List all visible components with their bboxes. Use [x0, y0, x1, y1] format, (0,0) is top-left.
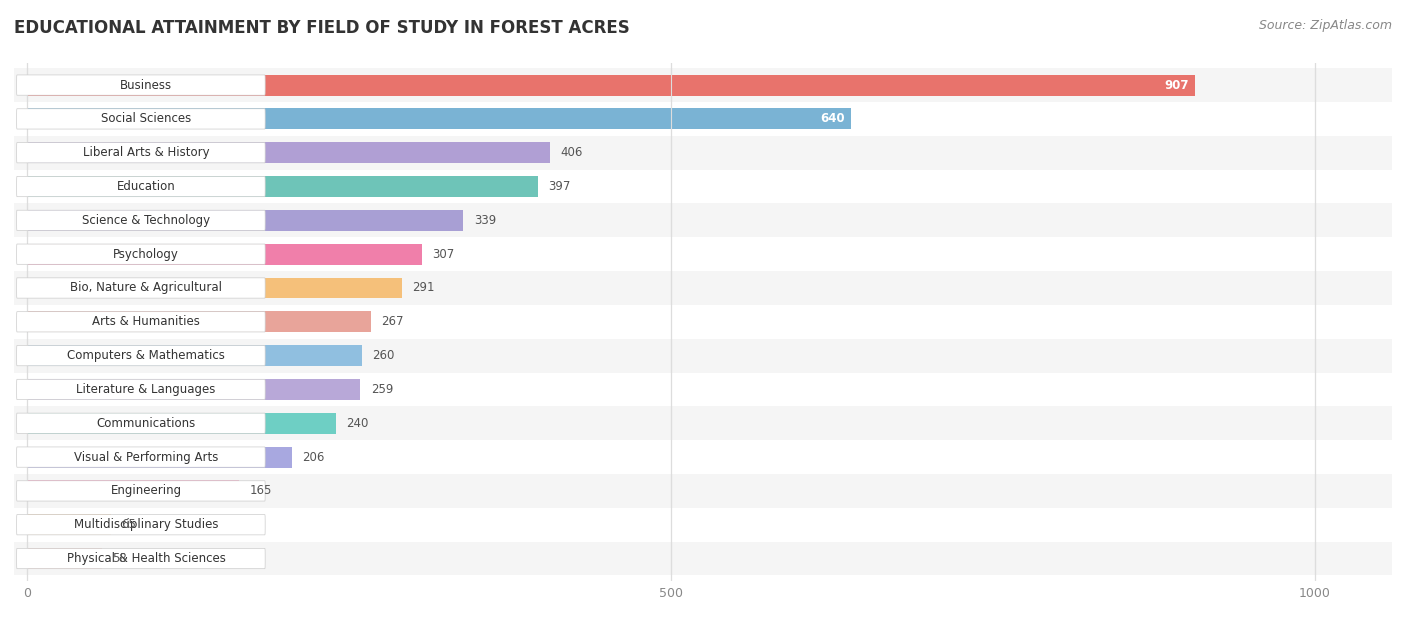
Text: 406: 406	[560, 146, 582, 159]
Text: Engineering: Engineering	[111, 485, 181, 497]
FancyBboxPatch shape	[17, 109, 266, 129]
Text: 397: 397	[548, 180, 571, 193]
Bar	[27, 514, 111, 535]
Text: 165: 165	[250, 485, 273, 497]
FancyBboxPatch shape	[17, 143, 266, 163]
Bar	[14, 508, 1392, 541]
Bar	[27, 244, 422, 264]
Text: 259: 259	[371, 383, 394, 396]
Text: Science & Technology: Science & Technology	[82, 214, 209, 227]
Text: Computers & Mathematics: Computers & Mathematics	[67, 349, 225, 362]
Text: 260: 260	[373, 349, 395, 362]
Text: Psychology: Psychology	[112, 248, 179, 261]
Bar	[27, 74, 1195, 95]
Bar	[27, 379, 360, 400]
Bar	[27, 345, 361, 366]
Bar	[14, 136, 1392, 170]
Text: Communications: Communications	[97, 416, 195, 430]
Bar	[14, 68, 1392, 102]
Bar	[14, 440, 1392, 474]
Bar	[14, 406, 1392, 440]
Bar	[27, 109, 851, 129]
Text: 65: 65	[121, 518, 136, 531]
Text: 267: 267	[381, 316, 404, 328]
FancyBboxPatch shape	[17, 75, 266, 95]
Text: Social Sciences: Social Sciences	[101, 112, 191, 126]
Bar	[14, 203, 1392, 237]
Text: Literature & Languages: Literature & Languages	[76, 383, 215, 396]
FancyBboxPatch shape	[17, 210, 266, 230]
Bar	[14, 474, 1392, 508]
Bar	[27, 447, 292, 468]
Text: EDUCATIONAL ATTAINMENT BY FIELD OF STUDY IN FOREST ACRES: EDUCATIONAL ATTAINMENT BY FIELD OF STUDY…	[14, 19, 630, 37]
Text: Bio, Nature & Agricultural: Bio, Nature & Agricultural	[70, 281, 222, 295]
Bar	[14, 271, 1392, 305]
FancyBboxPatch shape	[17, 244, 266, 264]
Bar	[27, 278, 402, 298]
FancyBboxPatch shape	[17, 548, 266, 569]
Bar	[14, 305, 1392, 339]
FancyBboxPatch shape	[17, 481, 266, 501]
Bar	[27, 210, 464, 231]
Bar	[14, 237, 1392, 271]
Text: 240: 240	[346, 416, 368, 430]
FancyBboxPatch shape	[17, 413, 266, 433]
FancyBboxPatch shape	[17, 379, 266, 399]
FancyBboxPatch shape	[17, 278, 266, 298]
FancyBboxPatch shape	[17, 346, 266, 366]
Bar	[27, 176, 538, 197]
Bar	[14, 339, 1392, 372]
Text: Visual & Performing Arts: Visual & Performing Arts	[75, 451, 218, 464]
FancyBboxPatch shape	[17, 177, 266, 197]
Text: Multidisciplinary Studies: Multidisciplinary Studies	[73, 518, 218, 531]
Bar	[27, 142, 550, 163]
Text: Source: ZipAtlas.com: Source: ZipAtlas.com	[1258, 19, 1392, 32]
Bar	[27, 311, 371, 333]
Bar	[14, 170, 1392, 203]
Bar	[14, 541, 1392, 575]
Bar	[27, 480, 239, 502]
FancyBboxPatch shape	[17, 447, 266, 467]
Text: 58: 58	[112, 552, 127, 565]
Bar	[14, 372, 1392, 406]
Text: 291: 291	[412, 281, 434, 295]
FancyBboxPatch shape	[17, 312, 266, 332]
Text: Education: Education	[117, 180, 176, 193]
Text: Arts & Humanities: Arts & Humanities	[93, 316, 200, 328]
Text: 307: 307	[433, 248, 454, 261]
FancyBboxPatch shape	[17, 514, 266, 535]
Bar	[14, 102, 1392, 136]
Bar	[27, 413, 336, 433]
Text: 339: 339	[474, 214, 496, 227]
Text: Business: Business	[120, 79, 172, 91]
Text: Liberal Arts & History: Liberal Arts & History	[83, 146, 209, 159]
Text: 640: 640	[820, 112, 845, 126]
Text: 206: 206	[302, 451, 325, 464]
Text: Physical & Health Sciences: Physical & Health Sciences	[66, 552, 225, 565]
Bar	[27, 548, 101, 569]
Text: 907: 907	[1164, 79, 1188, 91]
